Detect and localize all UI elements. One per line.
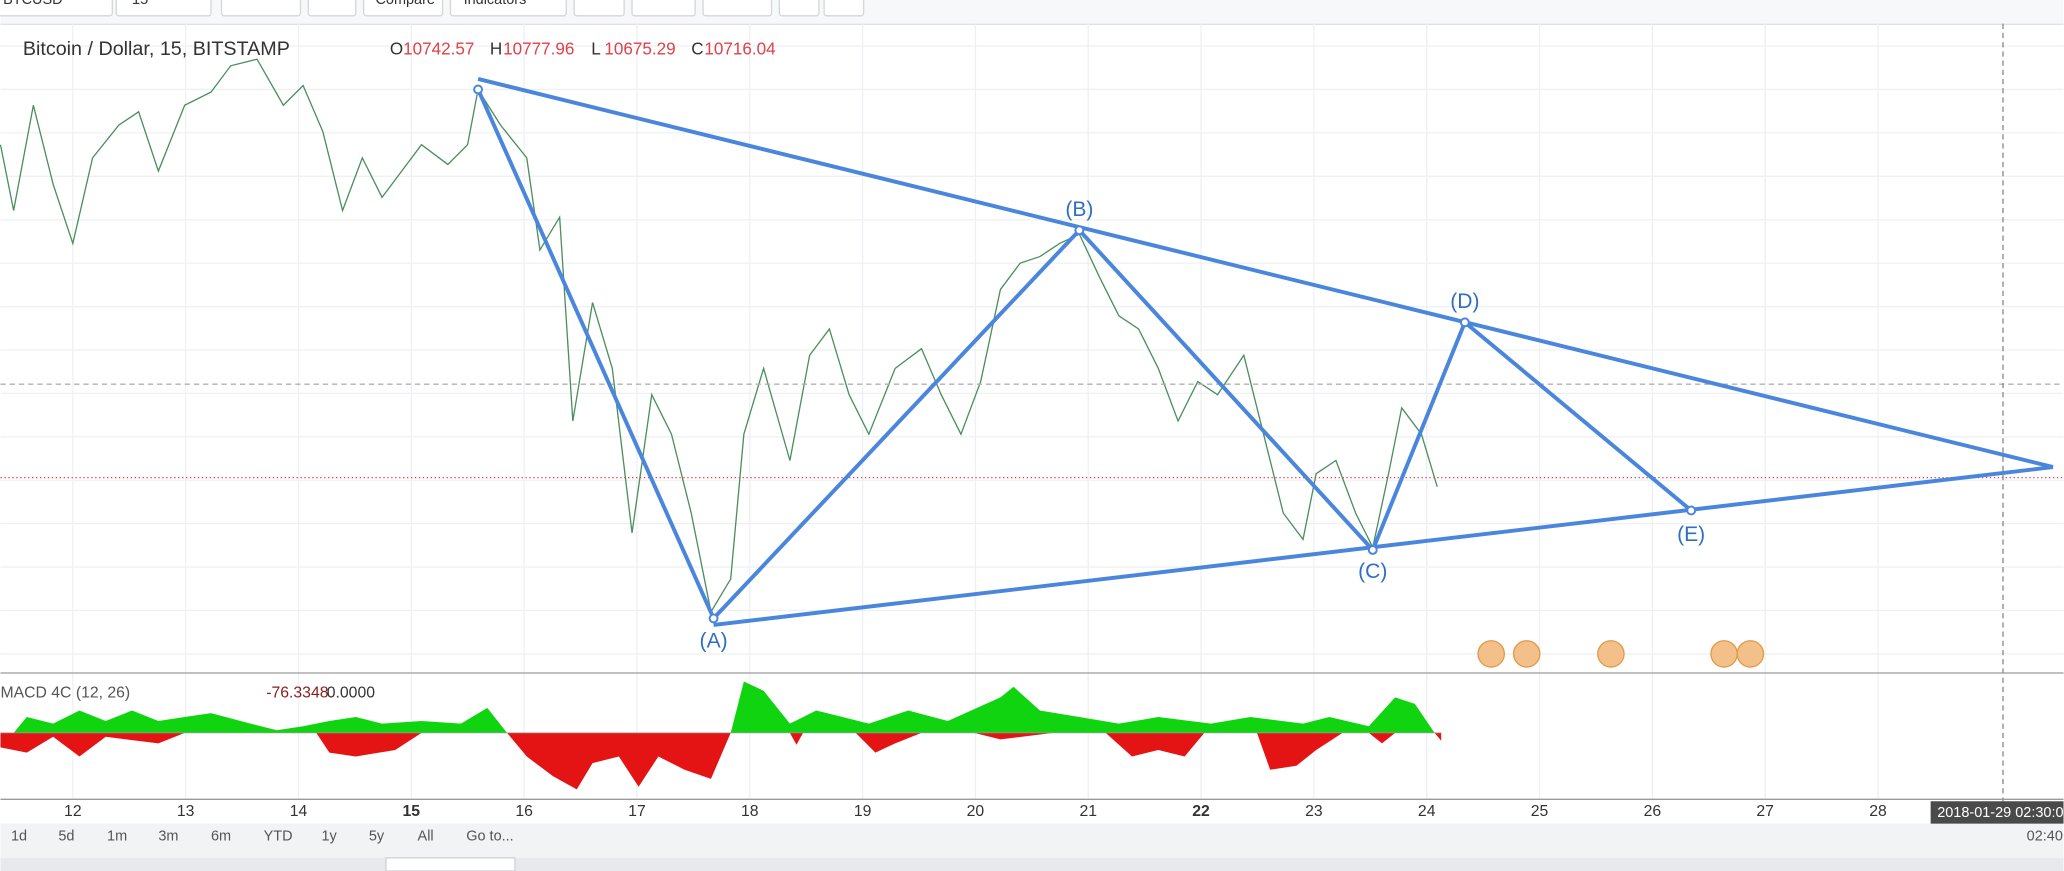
x-tick-label: 23 <box>1305 803 1323 820</box>
wave-label: (B) <box>1065 198 1093 221</box>
ohlc-key: H <box>490 40 502 59</box>
ohlc-key: O <box>390 40 403 59</box>
x-tick-label: 18 <box>741 803 759 820</box>
event-marker[interactable] <box>1512 640 1541 668</box>
macd-negative <box>0 732 731 790</box>
range-button[interactable]: 3m <box>158 829 178 845</box>
macd-title: MACD 4C (12, 26) <box>0 685 130 702</box>
wave-label: (A) <box>700 630 728 653</box>
wave-drawing <box>476 77 2054 627</box>
x-tick-label: 16 <box>515 803 533 820</box>
ohlc-value: 10716.04 <box>704 40 775 59</box>
event-marker[interactable] <box>1710 640 1738 668</box>
template-button[interactable] <box>573 0 625 17</box>
compare-button[interactable] <box>362 0 444 17</box>
x-tick-label: 24 <box>1418 803 1436 820</box>
wave-label: (C) <box>1358 560 1387 583</box>
wave-path <box>476 88 1693 622</box>
ohlc-value: 10742.57 <box>403 40 474 59</box>
range-button[interactable]: 5d <box>58 829 74 845</box>
grid <box>0 23 2064 799</box>
macd-negative <box>789 732 1442 770</box>
triangle-lower <box>713 465 2054 627</box>
wave-point[interactable] <box>1367 545 1378 555</box>
x-tick-label: 15 <box>403 803 421 820</box>
symbol[interactable]: BTCUSD <box>3 0 63 8</box>
wave-point[interactable] <box>1686 505 1697 516</box>
alert-button[interactable] <box>631 0 696 17</box>
ohlc-key: C <box>691 40 703 59</box>
x-tick-label: 20 <box>967 803 985 820</box>
clock: 02:40 <box>2027 829 2063 845</box>
x-tick-label: 25 <box>1531 803 1549 820</box>
toolbar-button[interactable]: Indicators <box>464 0 527 8</box>
interval-box[interactable] <box>115 0 212 17</box>
x-tick-label: 27 <box>1756 803 1774 820</box>
macd-histogram <box>0 681 1442 790</box>
range-button[interactable]: 5y <box>369 829 385 845</box>
range-button[interactable]: YTD <box>264 829 293 845</box>
macd-value: 0.0000 <box>327 685 375 702</box>
tab-bar <box>0 857 2064 871</box>
x-tick-label: 19 <box>854 803 872 820</box>
ohlc-value: 10777.96 <box>503 40 574 59</box>
chart-type-button[interactable] <box>220 0 302 17</box>
cursor-label-box <box>1930 801 2064 824</box>
x-tick-label: 17 <box>628 803 646 820</box>
snapshot-button[interactable] <box>823 0 865 17</box>
range-button[interactable]: All <box>418 829 434 845</box>
event-marker[interactable] <box>1736 640 1765 668</box>
range-button[interactable]: Go to... <box>466 829 513 845</box>
event-marker[interactable] <box>1477 640 1505 668</box>
event-marker[interactable] <box>1597 640 1625 668</box>
wave-point[interactable] <box>1074 225 1085 236</box>
undo-redo-button[interactable] <box>702 0 773 17</box>
toolbar-buttons <box>0 0 865 17</box>
macd-positive <box>730 681 1435 733</box>
ohlc-value: 10675.29 <box>604 40 675 59</box>
price-candles <box>0 58 1438 614</box>
interval[interactable]: 15 <box>132 0 148 8</box>
wave-point[interactable] <box>708 613 719 624</box>
macd-value: -76.3348 <box>266 685 328 702</box>
toolbar-button[interactable]: Compare <box>375 0 435 8</box>
settings-button[interactable] <box>307 0 357 17</box>
x-tick-label: 13 <box>177 803 195 820</box>
range-button[interactable]: 1d <box>11 829 27 845</box>
wave-point[interactable] <box>1459 317 1470 328</box>
x-tick-label: 26 <box>1644 803 1662 820</box>
range-button[interactable]: 1y <box>322 829 338 845</box>
legend-title: Bitcoin / Dollar, 15, BITSTAMP <box>23 38 290 60</box>
triangle-upper <box>477 77 2054 469</box>
x-tick-label: 12 <box>64 803 82 820</box>
range-button[interactable]: 1m <box>107 829 127 845</box>
active-tab[interactable] <box>385 857 516 871</box>
wave-point[interactable] <box>473 84 484 95</box>
macd-positive <box>13 707 508 733</box>
wave-points <box>473 84 1697 624</box>
cursor-label: 2018-01-29 02:30:00 <box>1937 805 2064 821</box>
x-tick-label: 21 <box>1079 803 1097 820</box>
symbol-box[interactable] <box>0 0 113 17</box>
wave-label: (E) <box>1677 523 1705 546</box>
event-markers <box>1477 640 1765 668</box>
x-tick-label: 22 <box>1192 803 1210 820</box>
ohlc-key: L <box>591 40 601 59</box>
range-button[interactable]: 6m <box>211 829 231 845</box>
indicators-button[interactable] <box>449 0 567 17</box>
fullscreen-button[interactable] <box>778 0 820 17</box>
x-tick-label: 28 <box>1869 803 1887 820</box>
x-tick-label: 14 <box>290 803 308 820</box>
wave-label: (D) <box>1450 290 1479 313</box>
texts: BTCUSD 15 Compare Indicators Bitcoin / Dolla… <box>0 0 2064 845</box>
